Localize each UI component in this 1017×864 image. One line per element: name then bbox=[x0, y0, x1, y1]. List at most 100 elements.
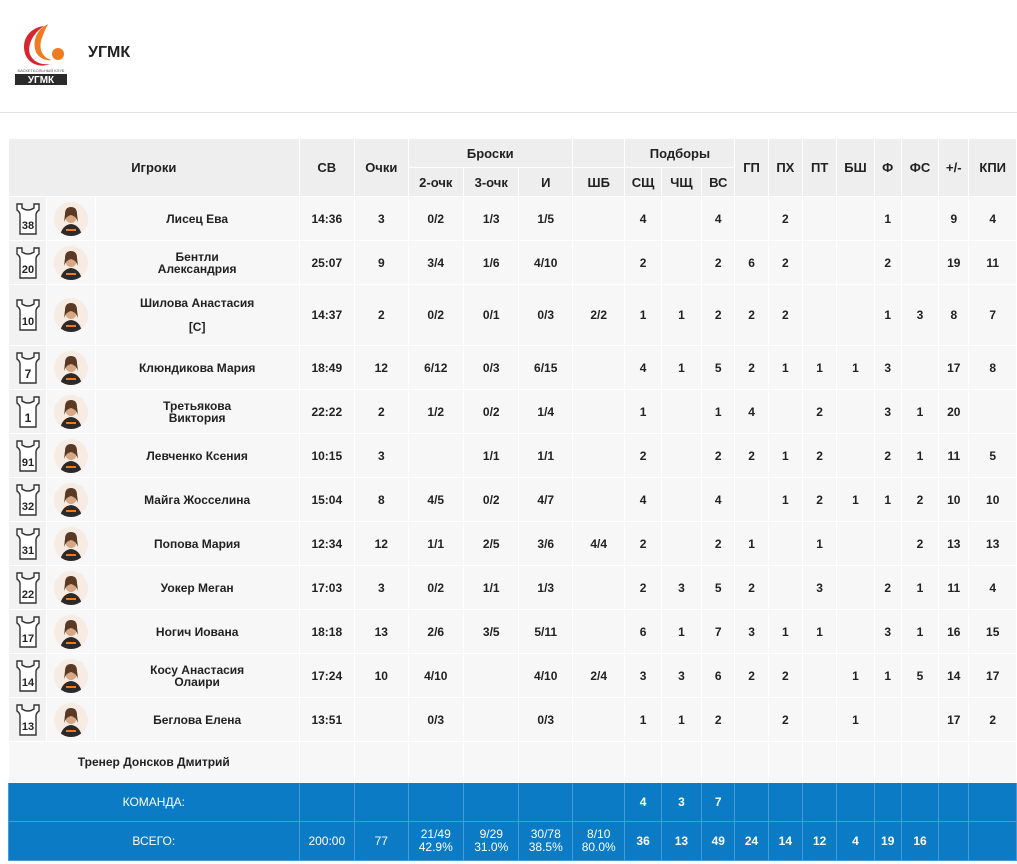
stat-to: 1 bbox=[801, 609, 838, 654]
player-name[interactable]: Уокер Меган bbox=[160, 580, 234, 595]
avatar[interactable] bbox=[54, 245, 89, 280]
stat-pts: 3 bbox=[354, 196, 409, 241]
stat-two: 0/2 bbox=[407, 565, 465, 610]
team-logo: БАСКЕТБОЛЬНЫЙ КЛУБ УГМК bbox=[14, 24, 68, 86]
avatar[interactable] bbox=[54, 482, 89, 517]
stat-min: 25:07 bbox=[298, 240, 356, 285]
stat-fg: 1/3 bbox=[518, 565, 573, 610]
player-name-cell[interactable]: Майга Жосселина bbox=[94, 477, 300, 522]
jersey-cell: 38 bbox=[7, 196, 48, 241]
avatar[interactable] bbox=[54, 394, 89, 429]
player-name[interactable]: Косу Анастасия Олаири bbox=[150, 662, 245, 689]
total-blk: 4 bbox=[836, 821, 875, 861]
avatar[interactable] bbox=[54, 438, 89, 473]
stat-fd bbox=[900, 196, 940, 241]
player-name-cell[interactable]: Попова Мария bbox=[94, 521, 300, 566]
avatar[interactable] bbox=[54, 658, 89, 693]
player-name[interactable]: Шилова Анастасия bbox=[139, 296, 255, 310]
player-name[interactable]: Майга Жосселина bbox=[144, 492, 251, 507]
player-name-cell[interactable]: Клюндикова Мария bbox=[94, 345, 300, 390]
stat-off: 1 bbox=[660, 697, 703, 742]
stat-eff: 8 bbox=[968, 345, 1017, 390]
team-header: БАСКЕТБОЛЬНЫЙ КЛУБ УГМК УГМК bbox=[0, 0, 1017, 113]
avatar[interactable] bbox=[54, 201, 89, 236]
stat-to: 1 bbox=[801, 521, 838, 566]
player-name[interactable]: Беглова Елена bbox=[153, 712, 242, 727]
avatar[interactable] bbox=[54, 614, 89, 649]
jersey-number: 20 bbox=[22, 264, 34, 276]
header-ast: ГП bbox=[734, 138, 769, 197]
stat-def: 1 bbox=[624, 697, 662, 742]
stat-two: 4/10 bbox=[407, 653, 465, 698]
avatar[interactable] bbox=[54, 350, 89, 385]
stat-pf: 1 bbox=[873, 653, 902, 698]
stat-eff: 15 bbox=[968, 609, 1017, 654]
stat-ast: 2 bbox=[734, 345, 769, 390]
stat-to: 3 bbox=[801, 565, 838, 610]
stat-ft bbox=[571, 477, 626, 522]
stat-ast: 2 bbox=[734, 653, 769, 698]
stat-min: 18:49 bbox=[298, 345, 356, 390]
player-name-cell[interactable]: Косу Анастасия Олаири bbox=[94, 653, 300, 698]
stat-eff bbox=[968, 389, 1017, 434]
player-name-cell[interactable]: Лисец Ева bbox=[94, 196, 300, 241]
stat-pf: 3 bbox=[873, 609, 902, 654]
header-rebounds: Подборы bbox=[624, 138, 736, 168]
stat-two: 4/5 bbox=[407, 477, 465, 522]
avatar[interactable] bbox=[54, 702, 89, 737]
stat-def: 6 bbox=[624, 609, 662, 654]
total-def: 36 bbox=[624, 821, 662, 861]
stat-fd bbox=[900, 345, 940, 390]
player-name-cell[interactable]: Левченко Ксения bbox=[94, 433, 300, 478]
avatar[interactable] bbox=[54, 298, 89, 332]
stat-stl: 1 bbox=[767, 477, 803, 522]
header-empty bbox=[571, 138, 626, 168]
player-name[interactable]: Попова Мария bbox=[154, 536, 241, 551]
player-name-cell[interactable]: Шилова Анастасия [C] bbox=[94, 284, 300, 346]
stat-reb: 6 bbox=[701, 653, 736, 698]
stat-pts bbox=[354, 697, 409, 742]
total-label: ВСЕГО: bbox=[8, 821, 300, 861]
player-name[interactable]: Лисец Ева bbox=[166, 211, 229, 226]
total-three: 9/29 31.0% bbox=[462, 821, 520, 861]
avatar[interactable] bbox=[54, 570, 89, 605]
stat-fd: 1 bbox=[900, 433, 940, 478]
player-row: 20 Бентли Александрия 25:07 9 3/4 1/6 4/10 2 2 6 2… bbox=[7, 240, 1017, 285]
player-name[interactable]: Бентли Александрия bbox=[157, 249, 237, 276]
stat-def: 3 bbox=[624, 653, 662, 698]
header-off: ЧЩ bbox=[660, 167, 703, 197]
total-fg: 30/78 38.5% bbox=[518, 821, 573, 861]
avatar-cell bbox=[46, 284, 96, 346]
player-name-cell[interactable]: Беглова Елена bbox=[94, 697, 300, 742]
stat-blk: 1 bbox=[836, 345, 875, 390]
player-name-cell[interactable]: Уокер Меган bbox=[94, 565, 300, 610]
stat-pm: 11 bbox=[938, 565, 970, 610]
total-pm bbox=[938, 821, 970, 861]
stat-fg: 1/1 bbox=[518, 433, 573, 478]
stat-ast: 2 bbox=[734, 433, 769, 478]
player-name-cell[interactable]: Ногич Иована bbox=[94, 609, 300, 654]
avatar-cell bbox=[46, 697, 96, 742]
jersey-number: 32 bbox=[22, 501, 34, 513]
player-name-cell[interactable]: Бентли Александрия bbox=[94, 240, 300, 285]
player-name[interactable]: Левченко Ксения bbox=[146, 448, 248, 463]
stat-ast bbox=[734, 196, 769, 241]
avatar[interactable] bbox=[54, 526, 89, 561]
stat-ast: 2 bbox=[734, 284, 769, 346]
stat-ft bbox=[571, 433, 626, 478]
total-fd: 16 bbox=[900, 821, 940, 861]
player-name[interactable]: Ногич Иована bbox=[155, 624, 239, 639]
player-name[interactable]: Клюндикова Мария bbox=[138, 360, 256, 375]
total-two-pct: 42.9% bbox=[418, 840, 453, 854]
player-name[interactable]: Третьякова Виктория bbox=[163, 398, 232, 425]
stat-reb: 5 bbox=[701, 345, 736, 390]
stat-eff: 4 bbox=[968, 565, 1017, 610]
stat-fd: 1 bbox=[900, 609, 940, 654]
stat-stl: 2 bbox=[767, 653, 803, 698]
stat-fd: 3 bbox=[900, 284, 940, 346]
stat-pf: 3 bbox=[873, 345, 902, 390]
player-name-cell[interactable]: Третьякова Виктория bbox=[94, 389, 300, 434]
avatar-cell bbox=[46, 345, 96, 390]
stat-eff: 13 bbox=[968, 521, 1017, 566]
total-two: 21/49 42.9% bbox=[407, 821, 465, 861]
